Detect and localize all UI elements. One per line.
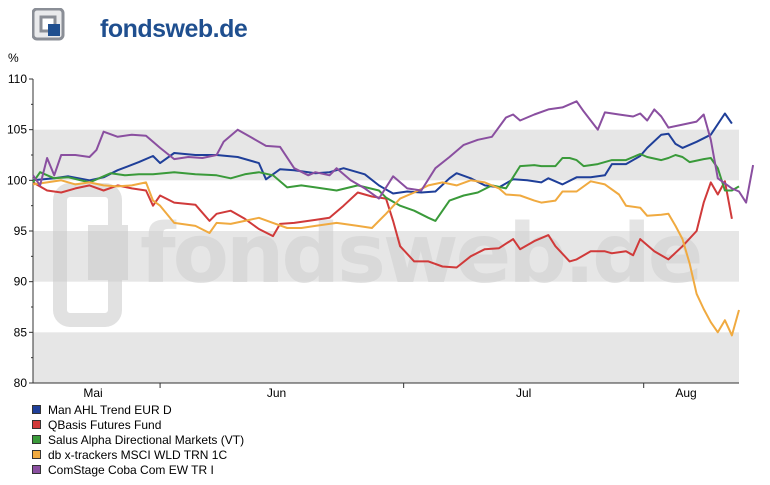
series-lines	[32, 100, 755, 337]
legend-swatch	[32, 435, 41, 444]
watermark-text: fondsweb.de	[140, 207, 700, 302]
logo-icon	[32, 8, 65, 41]
grid-band	[33, 332, 739, 383]
watermark-icon-square	[88, 225, 128, 280]
grid-bands	[33, 79, 739, 383]
legend-item: db x-trackers MSCI WLD TRN 1C	[32, 447, 244, 462]
series-line-3	[32, 153, 740, 222]
y-tick-label: 85	[14, 325, 28, 339]
logo-text: fondsweb.de	[100, 15, 248, 43]
y-tick-label: 110	[8, 72, 27, 86]
y-axis-label: %	[8, 51, 19, 65]
axes: 80 85 90 95 100 105 110 Mai Jun Jul Aug	[7, 72, 739, 400]
legend-item: QBasis Futures Fund	[32, 417, 244, 432]
y-tick-label: 100	[7, 173, 27, 187]
y-tick-label: 90	[14, 275, 28, 289]
x-tick-label: Aug	[675, 386, 696, 400]
watermark: fondsweb.de	[53, 183, 703, 327]
legend-item: Salus Alpha Directional Markets (VT)	[32, 432, 244, 447]
legend-label: ComStage Coba Com EW TR I	[48, 462, 214, 477]
series-line-4	[32, 179, 740, 337]
legend-swatch	[32, 465, 41, 474]
legend-label: QBasis Futures Fund	[48, 417, 162, 432]
x-tick-label: Jun	[267, 386, 286, 400]
legend-swatch	[32, 450, 41, 459]
legend-label: Salus Alpha Directional Markets (VT)	[48, 432, 245, 447]
series-line-1	[32, 112, 733, 195]
grid-band	[33, 231, 739, 282]
series-line-5	[32, 100, 755, 204]
y-tick-label: 95	[14, 224, 28, 238]
series-line-2	[32, 180, 733, 269]
y-tick-label: 105	[7, 123, 27, 137]
legend-swatch	[32, 420, 41, 429]
legend-swatch	[32, 405, 41, 414]
fondsweb-logo[interactable]: fondsweb.de	[32, 8, 248, 44]
legend: Man AHL Trend EUR D QBasis Futures Fund Sa…	[32, 402, 244, 477]
grid-band	[33, 129, 739, 181]
x-tick-label: Mai	[83, 386, 102, 400]
legend-item: ComStage Coba Com EW TR I	[32, 462, 244, 477]
y-tick-label: 80	[14, 376, 28, 390]
legend-label: db x-trackers MSCI WLD TRN 1C	[48, 447, 228, 462]
x-tick-label: Jul	[516, 386, 531, 400]
legend-item: Man AHL Trend EUR D	[32, 402, 244, 417]
legend-label: Man AHL Trend EUR D	[48, 402, 172, 417]
